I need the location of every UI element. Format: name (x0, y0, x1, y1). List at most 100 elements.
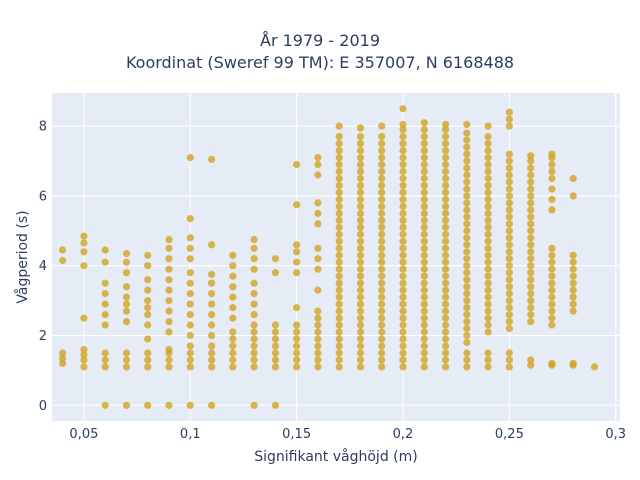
data-point (80, 345, 88, 354)
data-point (442, 349, 450, 357)
data-point (101, 246, 109, 254)
data-point (527, 356, 535, 364)
data-point (378, 342, 386, 350)
data-point (186, 331, 194, 340)
data-point (165, 318, 173, 326)
data-point (59, 256, 67, 265)
data-point (442, 230, 450, 238)
data-point (527, 234, 535, 242)
data-point (335, 307, 343, 315)
data-point (484, 174, 492, 183)
data-point (442, 265, 450, 273)
data-point (356, 188, 365, 196)
data-point (548, 272, 556, 280)
data-point (484, 286, 492, 294)
data-point (527, 318, 535, 326)
data-point (271, 342, 279, 350)
data-point (420, 216, 428, 224)
data-point (442, 321, 450, 329)
data-point (186, 311, 194, 319)
x-tick-label: 0,05 (69, 427, 98, 442)
data-point (293, 363, 301, 371)
data-point (420, 321, 428, 329)
data-point (293, 304, 301, 312)
data-point (420, 349, 428, 357)
data-point (527, 262, 535, 270)
data-point (569, 272, 577, 280)
data-point (527, 171, 535, 179)
data-point (186, 269, 194, 277)
data-point (186, 244, 194, 252)
data-point (484, 251, 492, 259)
data-point (442, 174, 450, 183)
data-point (505, 241, 513, 249)
data-point (314, 160, 322, 169)
data-point (356, 230, 365, 238)
data-point (356, 293, 365, 301)
data-point (378, 314, 386, 322)
data-point (505, 318, 513, 326)
data-point (484, 363, 492, 371)
data-point (463, 290, 471, 298)
data-point (271, 349, 279, 357)
y-tick-label: 2 (39, 329, 47, 344)
data-point (80, 351, 88, 359)
data-point (356, 167, 365, 176)
data-point (463, 234, 471, 242)
data-point (463, 283, 471, 291)
data-point (399, 160, 407, 169)
data-point (399, 105, 407, 113)
data-point (463, 311, 471, 319)
data-point (335, 174, 343, 183)
data-point (356, 321, 365, 329)
data-point (208, 290, 216, 298)
data-point (356, 154, 365, 162)
data-point (420, 181, 428, 190)
data-point (420, 126, 428, 134)
data-point (208, 300, 216, 308)
data-point (484, 265, 492, 273)
data-point (293, 356, 301, 364)
data-point (356, 307, 365, 315)
data-point (548, 286, 556, 294)
data-point (569, 286, 577, 294)
data-point (505, 178, 513, 186)
data-point (378, 216, 386, 224)
data-point (527, 361, 535, 369)
data-point (378, 181, 386, 190)
data-point (314, 307, 322, 315)
data-point (80, 239, 88, 247)
data-point (484, 216, 492, 224)
data-point (442, 133, 450, 141)
data-point (442, 363, 450, 371)
data-point (420, 188, 428, 196)
data-point (378, 223, 386, 231)
data-point (293, 160, 301, 169)
data-point (463, 220, 471, 228)
data-point (356, 279, 365, 287)
data-point (442, 251, 450, 259)
data-point (378, 272, 386, 280)
data-point (122, 356, 131, 364)
data-point (420, 300, 428, 308)
data-point (399, 223, 407, 231)
data-point (527, 311, 535, 319)
data-point (165, 297, 173, 305)
x-tick-label: 0,15 (282, 427, 311, 442)
data-point (335, 133, 343, 141)
data-point (505, 227, 513, 235)
data-point (186, 349, 194, 357)
data-point (293, 321, 301, 329)
data-point (144, 401, 152, 409)
data-point (484, 133, 492, 141)
data-point (399, 181, 407, 190)
data-point (505, 363, 513, 371)
data-point (101, 356, 109, 364)
data-point (399, 314, 407, 322)
data-point (484, 293, 492, 301)
data-point (463, 206, 471, 214)
data-point (250, 279, 258, 287)
data-point (420, 342, 428, 350)
data-point (80, 356, 88, 364)
data-point (250, 328, 258, 336)
